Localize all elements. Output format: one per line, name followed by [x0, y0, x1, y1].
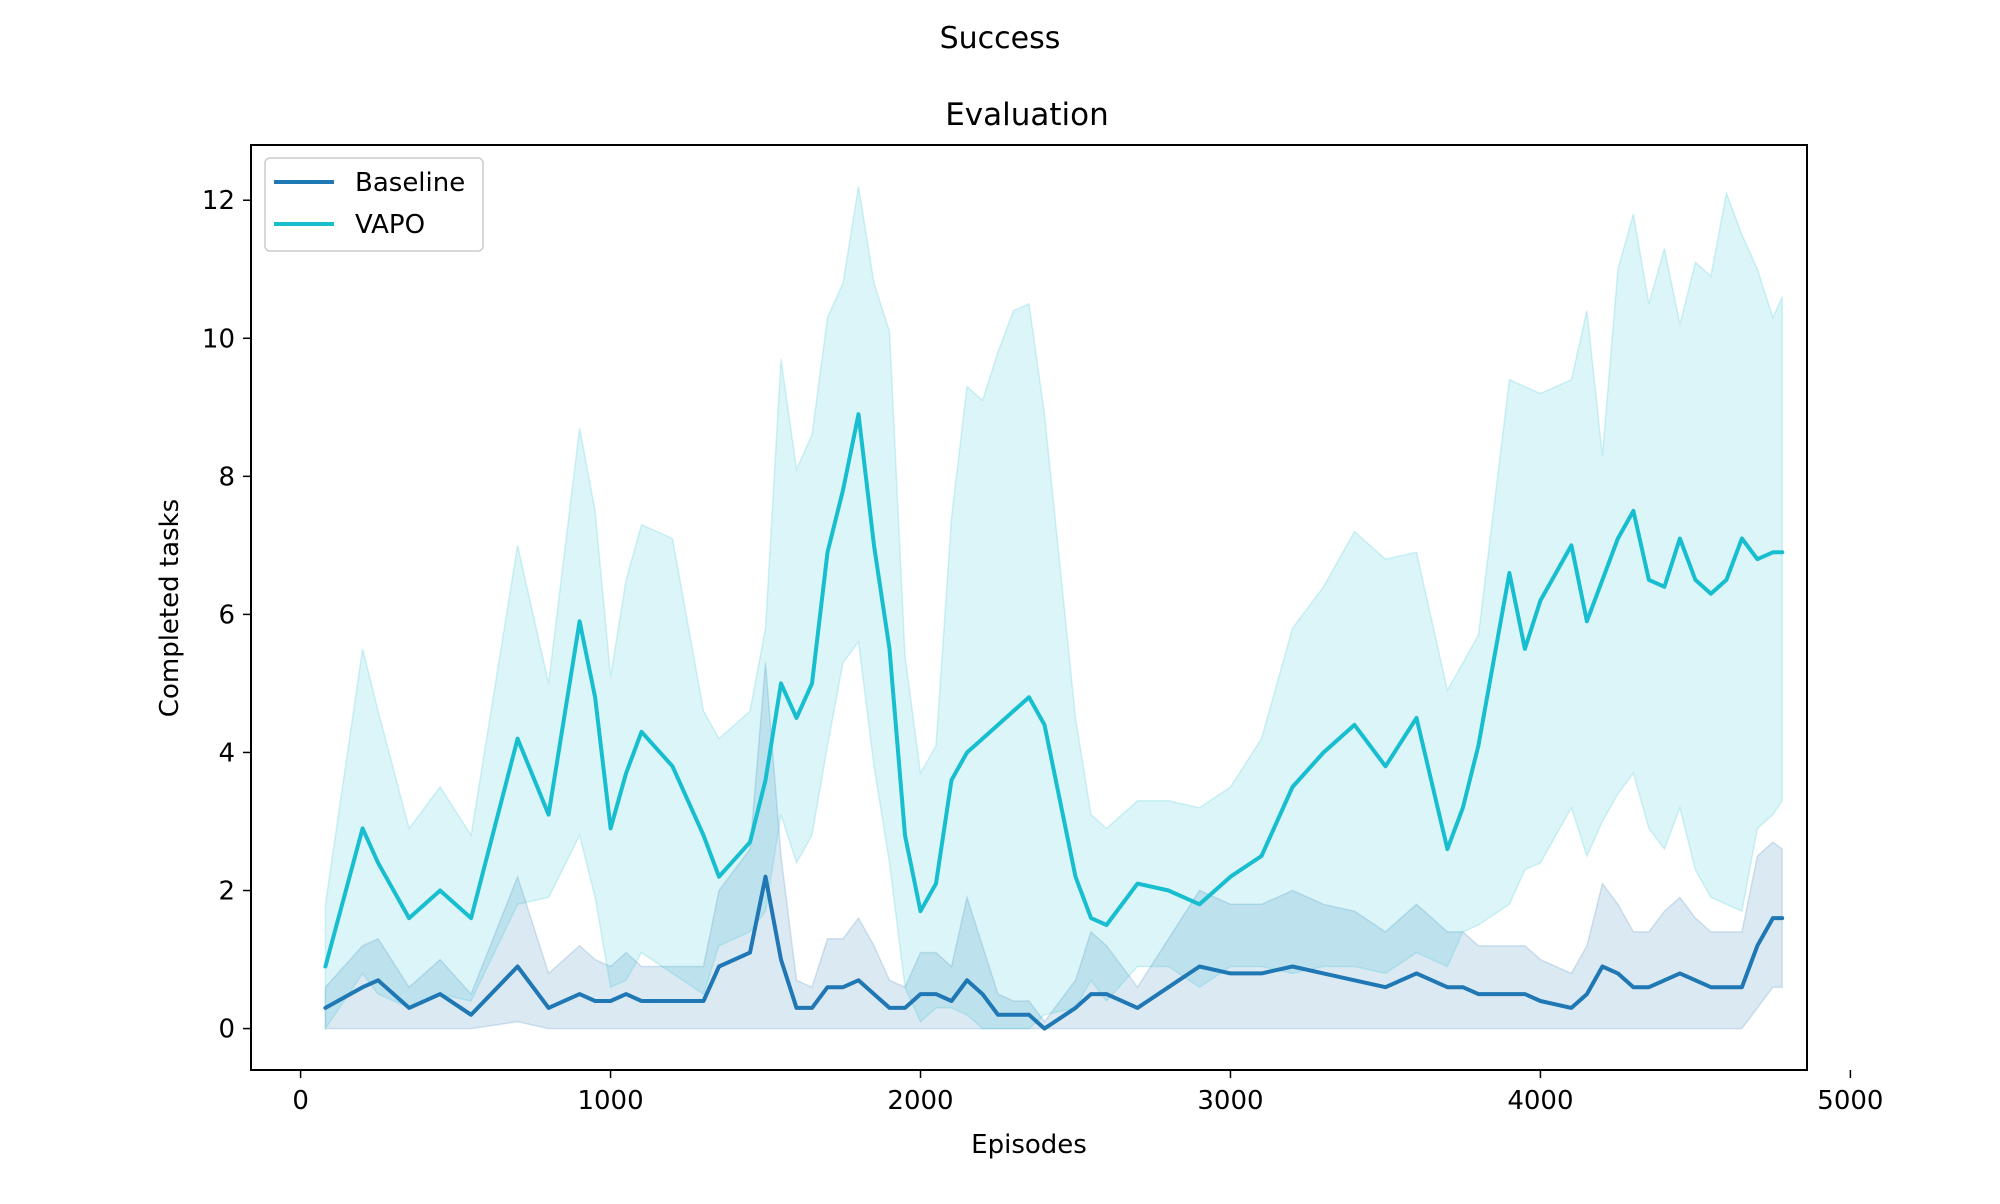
- y-tick-label: 12: [202, 186, 235, 216]
- x-tick-label: 4000: [1507, 1086, 1573, 1116]
- y-tick-label: 0: [218, 1015, 235, 1045]
- x-axis-label: Episodes: [971, 1130, 1087, 1160]
- legend-label-vapo: VAPO: [355, 210, 425, 240]
- line-baseline: [323, 874, 1785, 1031]
- y-tick-label: 2: [218, 877, 235, 907]
- series-lines: [323, 412, 1785, 1031]
- x-axis-ticks: 0 1000 2000 3000 4000 5000: [292, 1070, 1883, 1116]
- y-tick-label: 6: [218, 600, 235, 630]
- band-vapo: [324, 186, 1783, 1032]
- confidence-bands: [324, 186, 1783, 1032]
- y-tick-label: 8: [218, 462, 235, 492]
- y-axis-ticks: 0 2 4 6 8 10 12: [202, 186, 251, 1045]
- chart-title: Evaluation: [945, 97, 1109, 133]
- x-tick-label: 3000: [1197, 1086, 1263, 1116]
- y-tick-label: 4: [218, 738, 235, 768]
- x-tick-label: 5000: [1817, 1086, 1883, 1116]
- band-baseline: [324, 662, 1783, 1030]
- legend-label-baseline: Baseline: [355, 168, 465, 198]
- line-vapo: [323, 412, 1785, 969]
- figure-suptitle: Success: [940, 21, 1061, 56]
- y-tick-label: 10: [202, 324, 235, 354]
- plot-area-frame: [250, 144, 1808, 1071]
- y-axis-label: Completed tasks: [155, 499, 185, 717]
- x-tick-label: 2000: [887, 1086, 953, 1116]
- x-tick-label: 0: [292, 1086, 309, 1116]
- x-tick-label: 1000: [577, 1086, 643, 1116]
- legend: Baseline VAPO: [264, 157, 484, 252]
